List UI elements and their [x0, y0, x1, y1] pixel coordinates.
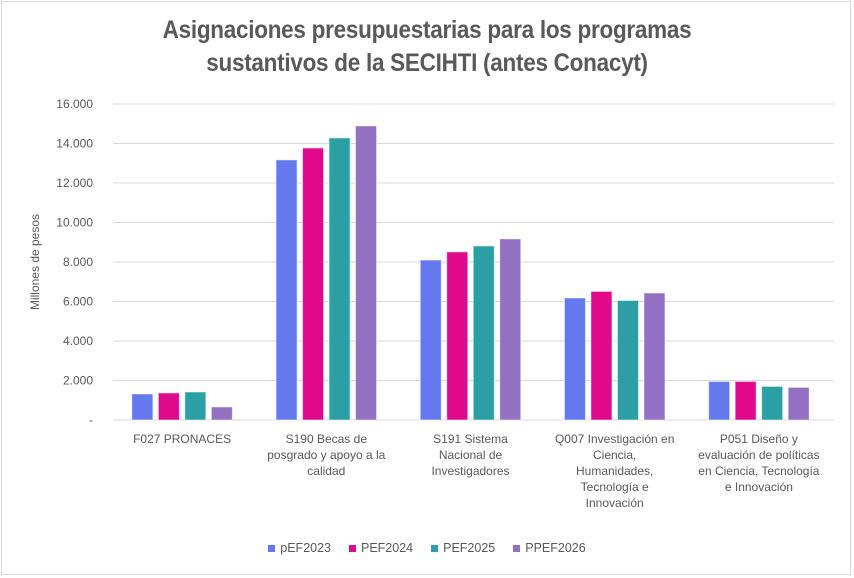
x-category-label-line: S191 Sistema	[433, 432, 508, 446]
x-category-label-line: Innovación	[585, 496, 644, 510]
legend: pEF2023 PEF2024 PEF2025 PPEF2026	[0, 541, 854, 555]
x-category-label-line: e Innovación	[724, 480, 793, 494]
legend-swatch	[431, 544, 439, 552]
bar-pef2024-4	[734, 380, 757, 421]
chart-title-line-2: sustantivos de la SECIHTI (antes Conacyt…	[206, 49, 648, 77]
x-category-label-line: Tecnología e	[580, 480, 649, 494]
bar-pef2024-1	[302, 147, 325, 421]
bar-pef2023-3	[563, 297, 586, 421]
bar-pef2025-4	[761, 385, 784, 421]
bar-pef2025-1	[328, 137, 351, 421]
x-category-label: P051 Diseño y evaluación de políticas en C…	[689, 431, 829, 495]
x-category-label-line: evaluación de políticas	[698, 448, 820, 462]
y-axis-label: Millones de pesos	[28, 214, 42, 310]
x-category-label-line: Ciencia,	[593, 448, 637, 462]
bar-ppef2026-3	[643, 292, 666, 421]
x-category-label: Q007 Investigación en Ciencia, Humanidades…	[545, 431, 685, 511]
legend-item: PPEF2026	[513, 541, 586, 555]
bar-pef2025-2	[472, 245, 495, 421]
bar-pef2023-0	[131, 393, 154, 421]
x-category-label-line: F027 PRONACES	[133, 432, 232, 446]
x-category-label-line: Nacional de	[438, 448, 503, 462]
legend-item: PEF2025	[431, 541, 495, 555]
y-tick-label: 16.000	[56, 97, 93, 111]
bar-pef2024-0	[157, 392, 180, 421]
x-category-label-line: Q007 Investigación en	[554, 432, 675, 446]
x-category-label-line: posgrado y apoyo a la	[267, 448, 386, 462]
bar-ppef2026-1	[355, 125, 378, 421]
legend-item: PEF2024	[349, 541, 413, 555]
y-tick-label: 2.000	[63, 374, 93, 388]
bar-pef2023-4	[708, 380, 731, 421]
bar-pef2024-3	[590, 290, 613, 421]
bar-ppef2026-4	[787, 386, 810, 421]
x-category-label-line: Humanidades,	[575, 464, 654, 478]
x-category-label: S191 Sistema Nacional de Investigadores	[401, 431, 541, 479]
x-category-label-line: P051 Diseño y	[719, 432, 798, 446]
x-category-label-line: en Ciencia, Tecnología	[698, 464, 820, 478]
x-category-label-line: S190 Becas de	[285, 432, 367, 446]
chart-title-line-1: Asignaciones presupuestarias para los pr…	[162, 16, 692, 44]
legend-label: PEF2025	[443, 541, 496, 555]
legend-swatch	[268, 544, 276, 552]
bar-ppef2026-0	[210, 406, 233, 421]
x-category-label-line: Investigadores	[431, 464, 510, 478]
legend-label: PEF2024	[361, 541, 414, 555]
y-tick-label: 14.000	[56, 137, 93, 151]
bar-pef2024-2	[446, 251, 469, 421]
bar-pef2025-0	[184, 391, 207, 421]
bar-pef2023-1	[275, 159, 298, 421]
legend-item: pEF2023	[268, 541, 331, 555]
bar-pef2023-2	[419, 259, 442, 421]
y-tick-label: 6.000	[63, 295, 93, 309]
x-category-label-line: calidad	[307, 464, 346, 478]
y-tick-label: 12.000	[56, 176, 93, 190]
legend-label: PPEF2026	[525, 541, 586, 555]
bar-pef2025-3	[616, 300, 639, 421]
y-tick-label: -	[89, 413, 93, 427]
y-tick-label: 4.000	[63, 334, 93, 348]
legend-swatch	[349, 544, 356, 552]
bars	[131, 125, 810, 421]
x-category-label: S190 Becas de posgrado y apoyo a la calida…	[256, 431, 396, 479]
legend-label: pEF2023	[280, 541, 331, 555]
y-axis-ticks: - 2.000 4.000 6.000 8.000 10.000 12.000 14.000 1…	[56, 97, 93, 427]
y-tick-label: 8.000	[63, 255, 93, 269]
x-category-label: F027 PRONACES	[112, 431, 252, 447]
bar-ppef2026-2	[499, 238, 522, 421]
chart-title: Asignaciones presupuestarias para los pr…	[43, 14, 812, 80]
y-tick-label: 10.000	[56, 216, 93, 230]
legend-swatch	[513, 544, 521, 552]
